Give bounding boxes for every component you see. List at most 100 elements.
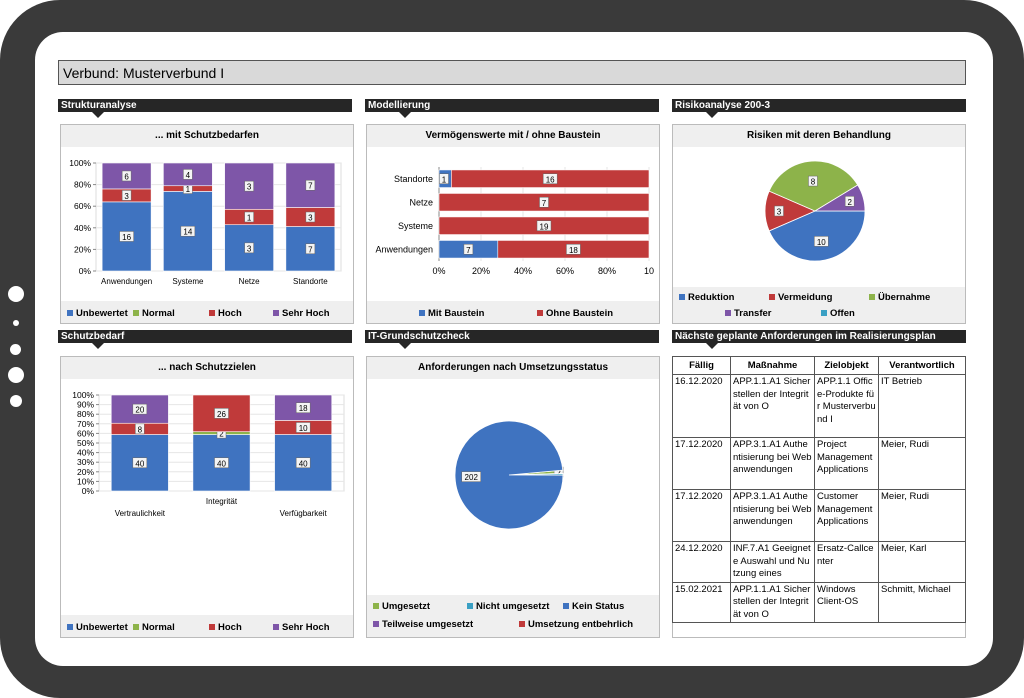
legend-item[interactable]: Hoch [209, 308, 242, 319]
chart-title: ... nach Schutzzielen [61, 357, 353, 379]
data-label: 14 [183, 228, 192, 237]
chart-title: ... mit Schutzbedarfen [61, 125, 353, 147]
x-tick-label: Netze [239, 277, 260, 286]
legend-label: Vermeidung [778, 292, 833, 303]
y-tick-label: 20% [77, 467, 94, 477]
y-tick-label: 50% [77, 438, 94, 448]
legend-item[interactable]: Offen [821, 308, 855, 319]
cell-faellig: 17.12.2020 [672, 437, 731, 490]
column-header-verantwortlich[interactable]: Verantwortlich [878, 356, 966, 375]
section-risikoanalyse: Risikoanalyse 200-3 [672, 99, 966, 118]
legend-item[interactable]: Ohne Baustein [537, 308, 613, 319]
data-label: 8 [138, 425, 143, 434]
legend-swatch [821, 310, 827, 317]
table-row[interactable]: 17.12.2020 APP.3.1.A1 Authentisierung be… [672, 489, 966, 542]
y-tick-label: 100% [69, 158, 91, 168]
data-label: 40 [135, 459, 144, 468]
panel-risiken: Risiken mit deren Behandlung 10 3 8 2 Reduk… [672, 124, 966, 324]
data-label-box [463, 244, 474, 255]
table-row[interactable]: 17.12.2020 APP.3.1.A1 Authentisierung be… [672, 437, 966, 490]
y-tick-label: Systeme [398, 221, 433, 231]
y-tick-label: 20% [74, 244, 91, 254]
legend-item[interactable]: Normal [133, 622, 175, 633]
legend-item[interactable]: Kein Status [563, 601, 624, 612]
y-tick-label: 100% [72, 390, 94, 400]
legend-label: Teilweise umgesetzt [382, 619, 474, 630]
realisierungsplan-table: Fällig Maßnahme Zielobjekt Verantwortlic… [672, 356, 966, 623]
chart-legend: Umgesetzt Nicht umgesetzt Kein Status Teilw… [367, 595, 659, 637]
table-row[interactable]: 15.02.2021 APP.1.1.A1 Sicherstellen der … [672, 581, 966, 623]
legend-swatch [133, 310, 139, 317]
y-tick-label: 80% [74, 180, 91, 190]
x-tick-label: Standorte [293, 277, 328, 286]
legend-item[interactable]: Sehr Hoch [273, 622, 330, 633]
data-label: 10 [299, 424, 308, 433]
data-label: 40 [217, 459, 226, 468]
legend-item[interactable]: Nicht umgesetzt [467, 601, 549, 612]
legend-item[interactable]: Reduktion [679, 292, 734, 303]
data-label-box [121, 170, 132, 182]
data-label: 16 [546, 175, 555, 184]
legend-item[interactable]: Normal [133, 308, 175, 319]
y-tick-label: 10% [77, 476, 94, 486]
cell-zielobjekt: Ersatz-Callcenter [814, 541, 879, 583]
legend-item[interactable]: Umsetzung entbehrlich [519, 619, 633, 630]
data-label-box [214, 457, 229, 469]
legend-item[interactable]: Unbewertet [67, 622, 128, 633]
legend-swatch [563, 603, 569, 610]
legend-item[interactable]: Sehr Hoch [273, 308, 330, 319]
section-strukturanalyse: Strukturanalyse [58, 99, 352, 118]
x-tick-label: 60% [556, 266, 574, 276]
legend-item[interactable]: Teilweise umgesetzt [373, 619, 473, 630]
data-label: 1 [186, 185, 191, 194]
column-header-faellig[interactable]: Fällig [672, 356, 731, 375]
data-label: 7 [308, 182, 313, 191]
column-header-massnahme[interactable]: Maßnahme [730, 356, 815, 375]
y-tick-label: 30% [77, 457, 94, 467]
column-header-zielobjekt[interactable]: Zielobjekt [814, 356, 879, 375]
chart-umsetzungsstatus: 2 202 [454, 420, 564, 530]
data-label-box [295, 402, 311, 413]
legend-item[interactable]: Vermeidung [769, 292, 832, 303]
legend-item[interactable]: Übernahme [869, 292, 930, 303]
legend-item[interactable]: Umgesetzt [373, 601, 430, 612]
data-label: 10 [817, 238, 826, 247]
data-label-box [439, 173, 449, 184]
data-label: 3 [247, 183, 252, 192]
y-tick-label: Standorte [394, 174, 433, 184]
legend-item[interactable]: Unbewertet [67, 308, 128, 319]
chart-schutzbedarfe: 0%20%40%60%80%100%1636Anwendungen1414Sys… [69, 158, 342, 286]
legend-swatch [537, 310, 543, 317]
legend-label: Mit Baustein [428, 308, 485, 319]
data-label: 3 [308, 214, 313, 223]
legend-item[interactable]: Transfer [725, 308, 772, 319]
y-tick-label: 60% [74, 201, 91, 211]
data-label-box [305, 179, 316, 191]
cell-verantwortlich: IT Betrieb [878, 374, 966, 438]
table-row[interactable]: 24.12.2020 INF.7.A1 Geeignete Auswahl un… [672, 541, 966, 583]
data-label: 2 [219, 430, 224, 439]
cell-verantwortlich: Schmitt, Michael [878, 581, 966, 623]
chart-vermoegenswerte: 0% 20% 40% 60% 80% 10 1 16 Standorte 7 Netze 19 Syst… [375, 167, 654, 276]
legend-item[interactable]: Mit Baustein [419, 308, 484, 319]
legend-swatch [373, 621, 379, 628]
x-tick-label: Integrität [206, 497, 238, 506]
data-label-box [566, 244, 581, 255]
y-tick-label: 70% [77, 419, 94, 429]
cell-massnahme: APP.3.1.A1 Authentisierung bei Webanwend… [730, 437, 815, 490]
table-row[interactable]: 16.12.2020 APP.1.1.A1 Sicherstellen der … [672, 374, 966, 438]
cell-faellig: 15.02.2021 [672, 581, 731, 623]
legend-swatch [519, 621, 525, 628]
data-label-box [808, 175, 818, 187]
data-label-box [542, 173, 558, 184]
legend-label: Normal [142, 308, 175, 319]
section-modellierung: Modellierung [365, 99, 659, 118]
chart-risiken: 10 3 8 2 [764, 160, 866, 262]
data-label: 3 [247, 244, 252, 253]
data-label-box [295, 422, 311, 433]
data-label-box [244, 180, 254, 192]
data-label: 7 [466, 246, 471, 255]
legend-item[interactable]: Hoch [209, 622, 242, 633]
data-label: 4 [186, 171, 191, 180]
x-tick-label: Vertraulichkeit [115, 509, 166, 518]
